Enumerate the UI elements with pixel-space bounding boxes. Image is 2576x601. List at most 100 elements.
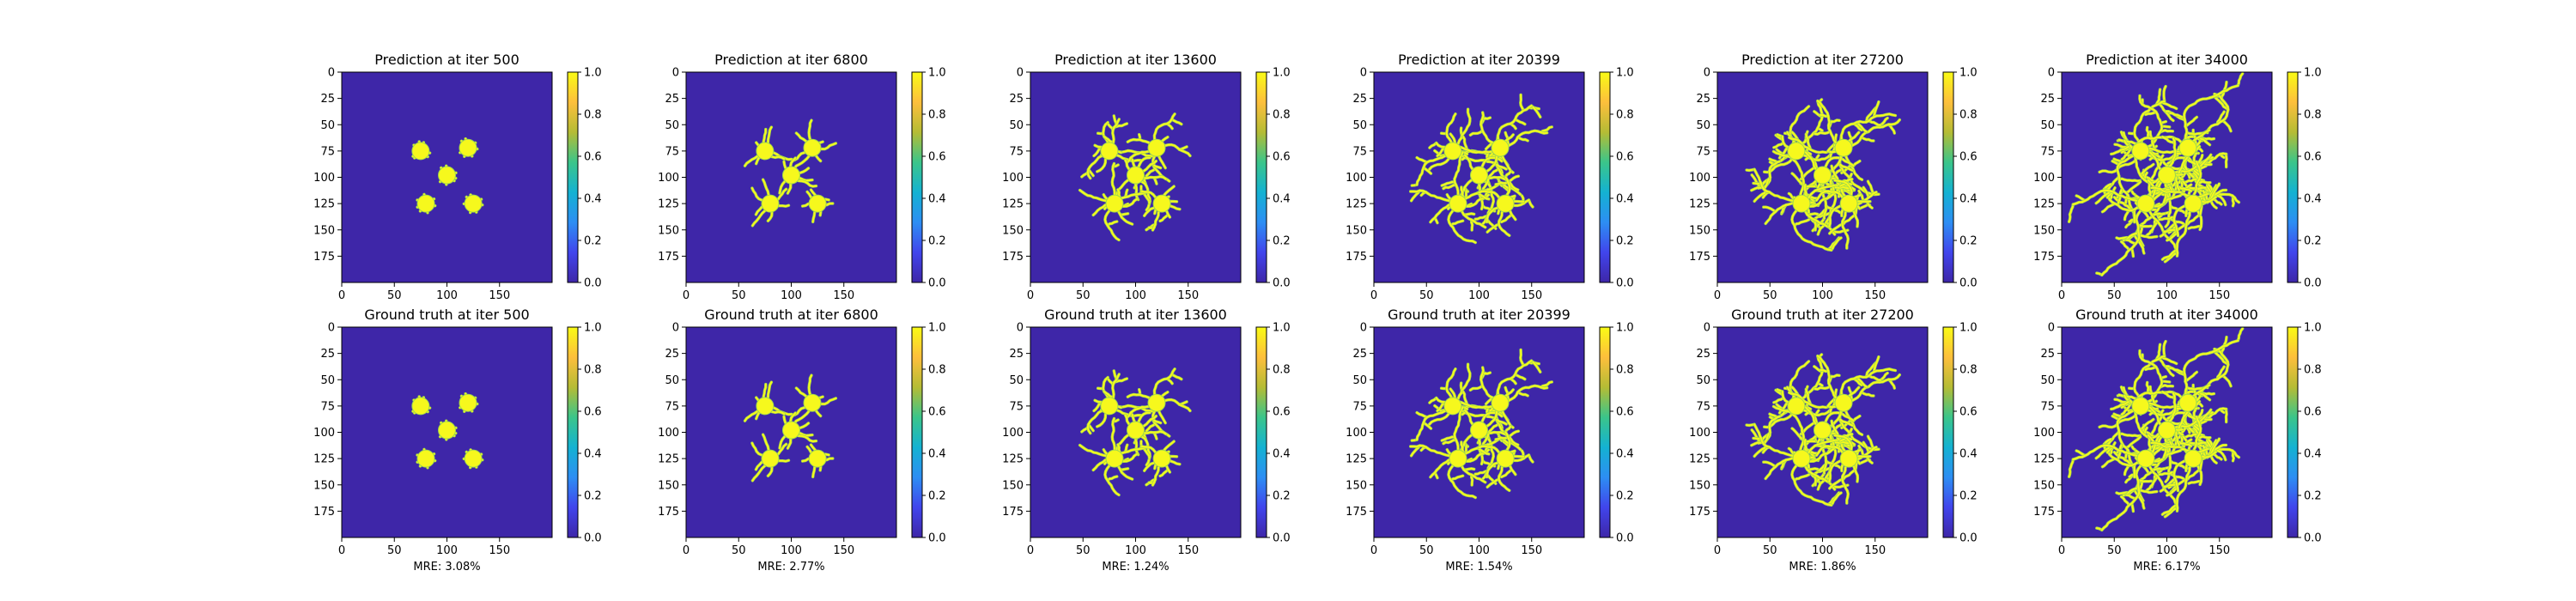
dendrite-branch [1170,118,1182,125]
colorbar-tick-label: 1.0 [584,67,602,80]
y-tick-label: 25 [1009,348,1024,361]
colorbar-tick-label: 0.6 [928,406,946,419]
dendrite-branch [1857,190,1865,202]
y-tick-label: 100 [1346,172,1367,185]
y-tick-label: 25 [1696,93,1710,106]
crystal-seed [2178,138,2197,157]
colorbar-tick-label: 0.2 [584,235,602,248]
x-tick-label: 0 [683,289,690,302]
mre-label: MRE: 3.08% [413,561,480,574]
dendrite-branch [2100,203,2147,276]
colorbar-tick-label: 0.2 [2304,235,2322,248]
x-tick-label: 50 [1419,289,1434,302]
crystal-seed [1496,449,1515,468]
colorbar-tick-label: 0.2 [928,490,946,503]
colorbar-tick-label: 0.4 [2304,193,2322,206]
dendrite-branch [2166,231,2178,241]
x-tick-label: 0 [1027,289,1034,302]
dendrite-branch [1145,167,1157,177]
dendrite-branch [1449,220,1464,227]
dendrite-branch [2215,97,2229,111]
dendrite-branch [2125,180,2142,194]
dendrite-branch [2095,190,2111,204]
dendrite-branch [1470,474,1473,486]
x-tick-label: 150 [489,289,510,302]
dendrite-branch [1753,423,1802,460]
dendrite-branch [2197,136,2211,146]
dendrite-branch [1159,468,1170,477]
crystal-seed [1470,421,1488,440]
x-tick-label: 150 [2208,289,2230,302]
dendrite-branch [1530,360,1541,373]
dendrite-branch [2184,116,2198,128]
y-tick-label: 125 [1689,198,1710,211]
dendrite-branch [2154,343,2161,361]
y-tick-label: 75 [2040,145,2055,158]
panel-title: Prediction at iter 6800 [714,52,868,68]
crystal-seed [2184,194,2202,213]
dendrite-branch [2198,409,2212,423]
colorbar-tick-label: 0.8 [1616,109,1634,122]
y-tick-label: 50 [2040,119,2055,132]
dendrite-branch [1788,137,1844,154]
crystal-seed [1834,138,1853,157]
y-tick-label: 125 [313,198,335,211]
colorbar [911,326,923,538]
panel-title: Ground truth at iter 500 [364,307,529,323]
dendrite-branch [2163,228,2178,234]
crystal-seed [411,397,430,416]
dendrite-branch [1834,185,1852,190]
dendrite-branch [1790,458,1832,507]
y-tick-label: 25 [2040,93,2055,106]
colorbar-tick-label: 0.4 [1273,448,1291,461]
dendrite-branch [1482,179,1490,192]
dendrite-branch [1106,221,1118,227]
dendrite-branch [2163,340,2167,357]
crystal-layer [2067,72,2245,276]
dendrite-branch [2068,458,2075,478]
dendrite-branch [2164,507,2178,518]
crystal-seed [1491,393,1510,412]
y-tick-label: 0 [2048,67,2055,80]
y-tick-label: 175 [1689,251,1710,264]
y-tick-label: 50 [1696,374,1710,387]
dendrite-branch [1753,190,1767,203]
dendrite-branch [2237,72,2244,87]
colorbar-tick-label: 1.0 [2304,67,2322,80]
colorbar-tick-label: 0.4 [1616,448,1634,461]
y-tick-label: 0 [1017,67,1024,80]
y-tick-label: 175 [658,506,679,519]
dendrite-branch [1469,130,1484,137]
colorbar-tick-label: 0.4 [2304,448,2322,461]
dendrite-branch [1772,397,1784,404]
dendrite-branch [2183,177,2200,184]
dendrite-branch [1519,349,1525,367]
dendrite-branch [1873,355,1880,373]
crystal-layer [2067,327,2245,531]
dendrite-branch [2173,429,2180,448]
crystal-seed [1449,449,1467,468]
dendrite-branch [1862,186,1870,198]
y-tick-label: 100 [658,172,679,185]
crystal-seed [1814,421,1832,440]
y-tick-label: 100 [1002,172,1024,185]
dendrite-branch [1793,218,1810,227]
ground-truth-panel: Ground truth at iter 20399 0 50 100 150 0 25 50… [1346,307,1634,574]
colorbar [1942,326,1954,538]
dendrite-branch [1106,476,1118,482]
dendrite-branch [1814,474,1817,486]
y-tick-label: 100 [1002,427,1024,440]
y-tick-label: 100 [2033,427,2055,440]
colorbar-tick-label: 0.2 [1616,490,1634,503]
crystal-layer [1745,98,1901,252]
dendrite-branch [2117,189,2123,206]
dendrite-branch [1805,133,1812,151]
dendrite-branch [2113,196,2133,211]
panel-title: Prediction at iter 34000 [2086,52,2248,68]
y-tick-label: 100 [313,172,335,185]
crystal-layer [743,373,838,483]
dendrite-branch [1856,376,1868,388]
mre-label: MRE: 6.17% [2133,561,2200,574]
dendrite-branch [1814,219,1817,231]
dendrite-branch [2120,240,2130,252]
